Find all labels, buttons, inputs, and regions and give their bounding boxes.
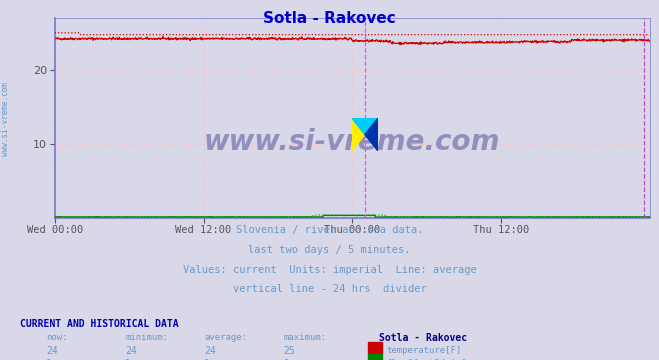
Text: www.si-vreme.com: www.si-vreme.com [204,128,500,156]
Text: flow[foot3/min]: flow[foot3/min] [386,359,467,360]
Text: temperature[F]: temperature[F] [386,346,461,355]
Text: 1: 1 [46,359,52,360]
Text: Slovenia / river and sea data.: Slovenia / river and sea data. [236,225,423,235]
Text: vertical line - 24 hrs  divider: vertical line - 24 hrs divider [233,284,426,294]
Polygon shape [352,118,365,151]
Text: Values: current  Units: imperial  Line: average: Values: current Units: imperial Line: av… [183,265,476,275]
Text: CURRENT AND HISTORICAL DATA: CURRENT AND HISTORICAL DATA [20,319,179,329]
Text: www.si-vreme.com: www.si-vreme.com [1,82,10,156]
Text: 1: 1 [283,359,289,360]
Text: 25: 25 [283,346,295,356]
Polygon shape [365,118,378,151]
Text: minimum:: minimum: [125,333,168,342]
Text: Sotla - Rakovec: Sotla - Rakovec [379,333,467,343]
Text: now:: now: [46,333,68,342]
Text: Sotla - Rakovec: Sotla - Rakovec [263,11,396,26]
Text: last two days / 5 minutes.: last two days / 5 minutes. [248,245,411,255]
Text: average:: average: [204,333,247,342]
Polygon shape [352,118,378,135]
Text: 24: 24 [204,346,216,356]
Text: 1: 1 [125,359,131,360]
Text: 24: 24 [125,346,137,356]
Text: maximum:: maximum: [283,333,326,342]
Text: 1: 1 [204,359,210,360]
Text: 24: 24 [46,346,58,356]
